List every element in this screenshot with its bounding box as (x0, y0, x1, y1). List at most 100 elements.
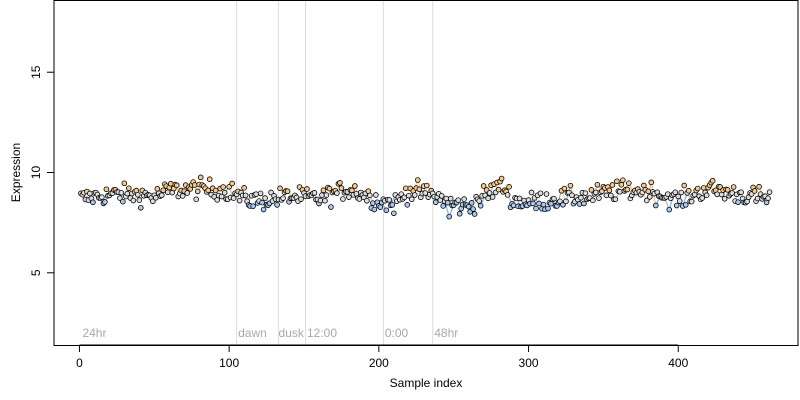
data-point (383, 207, 390, 214)
data-point (391, 210, 397, 217)
data-point (563, 198, 569, 205)
data-point (260, 206, 267, 213)
data-point (253, 191, 259, 197)
data-point (569, 192, 575, 199)
data-point (87, 190, 93, 197)
data-point (666, 206, 673, 213)
data-point (465, 203, 472, 210)
data-point (590, 197, 596, 204)
data-point (606, 187, 613, 194)
x-tick-label: 100 (219, 356, 239, 370)
data-point (323, 192, 330, 198)
data-point (545, 205, 551, 212)
data-point (486, 190, 493, 196)
data-point (274, 202, 280, 208)
x-axis-title: Sample index (390, 376, 463, 390)
y-axis: 5 10 15 (29, 65, 55, 276)
data-point (593, 189, 599, 196)
data-point (678, 189, 685, 196)
data-point (230, 195, 237, 201)
data-point (338, 185, 345, 191)
event-annotations: 24hr dawn dusk 12:00 0:00 48hr (82, 326, 458, 340)
data-point (124, 190, 131, 197)
x-tick-label: 0 (76, 356, 83, 370)
x-tick-label: 400 (668, 356, 688, 370)
data-point (284, 188, 291, 195)
y-tick-label: 15 (29, 65, 43, 79)
data-point (120, 198, 126, 205)
data-point (250, 203, 256, 209)
data-point (447, 195, 454, 202)
data-point (408, 196, 415, 203)
data-point (738, 189, 744, 196)
data-point (103, 186, 110, 193)
x-axis: 0 100 200 300 400 (76, 344, 689, 370)
data-point (540, 201, 547, 208)
data-point (126, 185, 132, 192)
annotation-label: 48hr (434, 326, 458, 340)
data-point (485, 195, 491, 202)
data-point (461, 196, 467, 202)
data-point (543, 191, 550, 197)
data-point (405, 192, 412, 199)
data-point (416, 186, 423, 193)
data-point (560, 201, 566, 208)
data-point (212, 187, 219, 194)
data-point (645, 188, 652, 195)
data-point (346, 194, 352, 200)
data-point (373, 192, 379, 198)
data-point (423, 182, 430, 189)
data-point (721, 195, 728, 202)
data-point (476, 198, 482, 204)
data-point (530, 200, 536, 207)
data-point (150, 198, 156, 205)
data-point (729, 190, 735, 196)
data-point (152, 194, 159, 201)
data-point (557, 198, 563, 205)
data-point (191, 182, 198, 188)
data-point (480, 183, 487, 189)
data-point (317, 197, 324, 204)
data-point (533, 205, 539, 212)
data-point (688, 198, 695, 205)
data-point (229, 180, 235, 187)
data-point (414, 177, 421, 183)
data-point (194, 188, 201, 195)
data-point (735, 199, 741, 205)
data-point (608, 192, 614, 199)
data-point (304, 186, 310, 192)
data-point (470, 206, 476, 212)
data-point (456, 210, 463, 217)
data-point (676, 198, 683, 204)
data-point (682, 202, 689, 208)
data-point (102, 199, 108, 205)
data-point (703, 192, 710, 199)
data-point (193, 196, 200, 203)
data-point (709, 177, 716, 184)
data-point (582, 190, 589, 196)
data-point (614, 178, 620, 185)
annotation-label: dawn (238, 326, 267, 340)
data-point (99, 194, 105, 200)
data-point (184, 190, 191, 196)
data-point (280, 195, 286, 201)
data-point (259, 199, 265, 206)
data-point (386, 197, 393, 203)
data-point (751, 188, 758, 194)
data-point (136, 197, 143, 203)
data-point (154, 186, 161, 192)
data-point (561, 185, 568, 192)
data-point (164, 189, 171, 196)
data-point (352, 183, 358, 189)
data-point (618, 181, 625, 188)
data-point (262, 195, 268, 201)
data-point (401, 194, 408, 201)
data-point (510, 202, 517, 209)
data-point (681, 182, 688, 189)
data-point (643, 197, 650, 204)
data-point (364, 197, 370, 204)
data-point (377, 204, 384, 210)
data-point (694, 185, 701, 192)
data-point (236, 197, 243, 204)
data-point (220, 184, 226, 190)
